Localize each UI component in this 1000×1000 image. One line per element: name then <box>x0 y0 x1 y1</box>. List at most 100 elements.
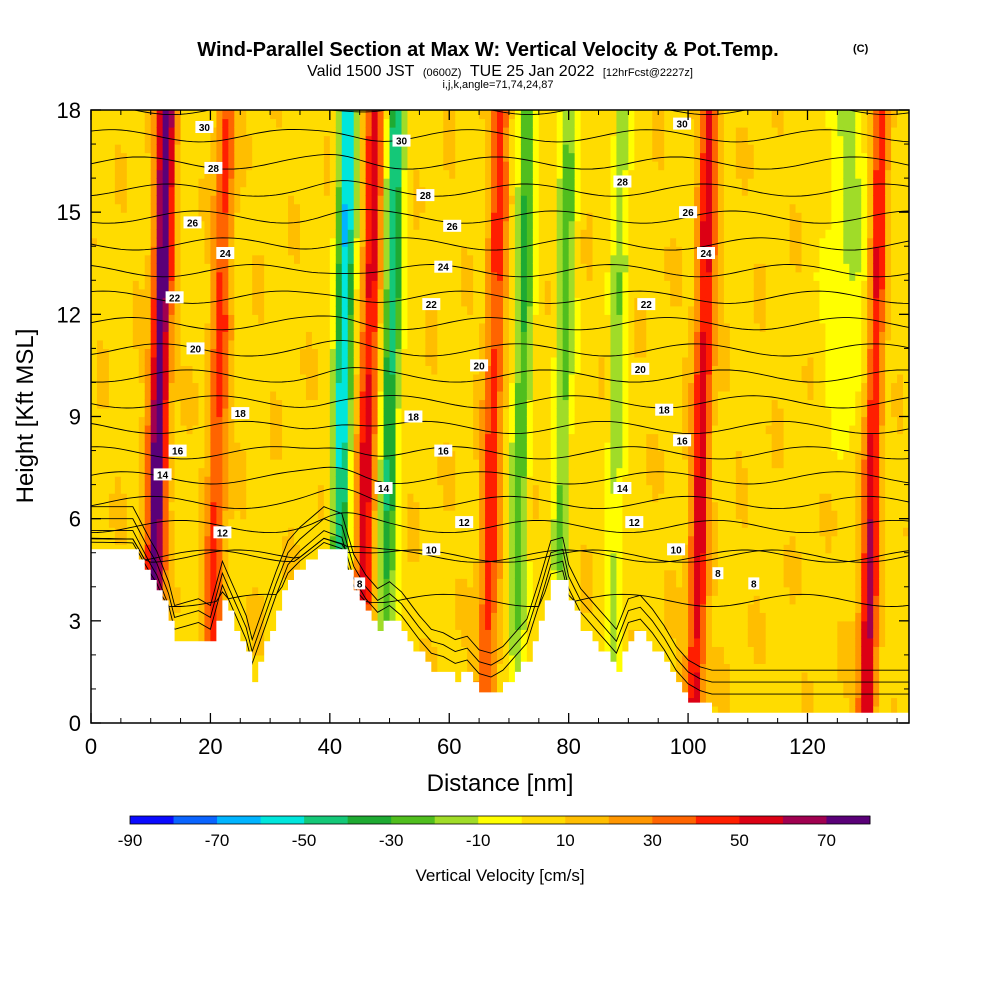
velocity-cell <box>419 382 426 392</box>
velocity-cell <box>246 646 253 656</box>
velocity-cell <box>144 433 152 443</box>
velocity-cell <box>162 237 170 247</box>
velocity-cell <box>455 501 462 511</box>
velocity-cell <box>246 152 253 162</box>
velocity-cell <box>485 356 492 367</box>
velocity-cell <box>479 459 486 469</box>
velocity-cell <box>294 314 301 324</box>
velocity-cell <box>126 237 134 247</box>
velocity-cell <box>419 169 426 179</box>
velocity-cell <box>174 467 182 477</box>
velocity-cell <box>114 280 122 290</box>
velocity-cell <box>216 322 223 332</box>
velocity-cell <box>138 356 146 367</box>
velocity-cell <box>222 280 229 290</box>
velocity-cell <box>371 416 379 426</box>
velocity-cell <box>473 654 480 664</box>
velocity-cell <box>246 382 253 392</box>
velocity-cell <box>335 442 343 452</box>
velocity-cell <box>234 348 241 358</box>
velocity-cell <box>371 263 379 273</box>
velocity-cell <box>210 433 217 443</box>
velocity-cell <box>240 322 247 332</box>
velocity-cell <box>377 493 385 503</box>
velocity-cell <box>449 271 456 281</box>
velocity-cell <box>246 595 253 605</box>
velocity-cell <box>210 356 217 367</box>
velocity-cell <box>347 314 355 324</box>
velocity-cell <box>234 263 241 273</box>
velocity-cell <box>258 552 265 562</box>
velocity-cell <box>180 305 188 315</box>
velocity-cell <box>120 161 128 171</box>
velocity-cell <box>479 425 486 435</box>
velocity-cell <box>317 186 325 196</box>
velocity-cell <box>96 339 104 349</box>
velocity-cell <box>216 552 223 562</box>
velocity-cell <box>353 220 361 230</box>
velocity-cell <box>282 288 289 298</box>
velocity-cell <box>282 152 289 162</box>
velocity-cell <box>216 416 223 426</box>
velocity-cell <box>455 407 462 418</box>
velocity-cell <box>138 493 146 503</box>
velocity-cell <box>246 561 253 571</box>
velocity-cell <box>473 442 480 452</box>
velocity-cell <box>383 569 391 579</box>
velocity-cell <box>497 467 504 477</box>
velocity-cell <box>204 373 212 384</box>
velocity-cell <box>449 518 456 528</box>
velocity-cell <box>228 322 235 332</box>
velocity-field <box>91 110 909 723</box>
velocity-cell <box>353 365 361 375</box>
velocity-cell <box>323 195 331 205</box>
velocity-cell <box>91 382 98 392</box>
velocity-cell <box>258 433 265 443</box>
velocity-cell <box>192 331 200 341</box>
velocity-cell <box>186 127 194 137</box>
velocity-cell <box>347 561 355 571</box>
velocity-cell <box>371 382 379 392</box>
velocity-cell <box>144 229 152 239</box>
velocity-cell <box>341 399 349 409</box>
velocity-cell <box>198 161 206 171</box>
velocity-cell <box>288 493 295 503</box>
velocity-cell <box>449 127 456 137</box>
velocity-cell <box>246 246 253 256</box>
velocity-cell <box>479 322 486 332</box>
velocity-cell <box>216 569 223 579</box>
velocity-cell <box>311 203 319 213</box>
velocity-cell <box>455 620 462 630</box>
velocity-cell <box>162 586 170 596</box>
velocity-cell <box>353 178 361 188</box>
velocity-cell <box>449 254 456 264</box>
velocity-cell <box>407 390 415 401</box>
velocity-cell <box>377 561 385 571</box>
velocity-cell <box>497 178 504 188</box>
velocity-cell <box>162 135 170 145</box>
velocity-cell <box>132 195 140 205</box>
velocity-cell <box>150 416 158 426</box>
velocity-cell <box>305 297 313 307</box>
velocity-cell <box>467 161 474 171</box>
velocity-cell <box>138 280 146 290</box>
velocity-cell <box>132 382 140 392</box>
velocity-cell <box>288 229 295 239</box>
velocity-cell <box>455 178 462 188</box>
velocity-cell <box>222 535 229 545</box>
velocity-cell <box>329 433 337 443</box>
velocity-cell <box>294 178 301 188</box>
velocity-cell <box>329 467 337 477</box>
velocity-cell <box>91 459 98 469</box>
velocity-cell <box>365 544 373 554</box>
velocity-cell <box>395 510 403 520</box>
velocity-cell <box>401 390 409 401</box>
velocity-cell <box>276 467 283 477</box>
velocity-cell <box>473 254 480 264</box>
velocity-cell <box>401 271 409 281</box>
velocity-cell <box>294 348 301 358</box>
velocity-cell <box>138 476 146 486</box>
velocity-cell <box>138 535 146 545</box>
velocity-cell <box>455 237 462 247</box>
velocity-cell <box>294 365 301 375</box>
